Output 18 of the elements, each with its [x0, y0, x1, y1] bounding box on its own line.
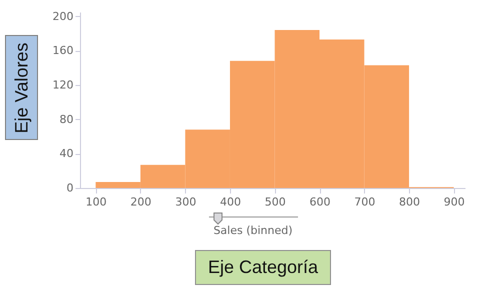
x-tick-label: 300 — [175, 196, 196, 208]
y-tick-label: 40 — [60, 147, 74, 160]
y-tick-label: 0 — [66, 182, 74, 194]
x-tick-label: 400 — [220, 196, 241, 208]
x-tick-label: 700 — [354, 196, 376, 208]
x-tick-label: 200 — [130, 196, 152, 208]
x-tick-label: 800 — [399, 196, 420, 208]
y-tick-label: 80 — [60, 112, 74, 126]
y-axis-title: Eje Valores — [11, 42, 32, 133]
x-tick-label: 900 — [444, 196, 465, 208]
y-tick-label: 120 — [52, 78, 74, 92]
x-tick-label: 100 — [86, 196, 107, 208]
x-tick-label: 500 — [264, 196, 286, 208]
x-tick-label: 600 — [310, 196, 331, 208]
text: Sales (binned) — [212, 224, 294, 237]
y-tick-label: 160 — [52, 44, 74, 58]
y-tick-label: 200 — [52, 10, 74, 23]
x-axis-title: Eje Categoría — [195, 250, 331, 285]
